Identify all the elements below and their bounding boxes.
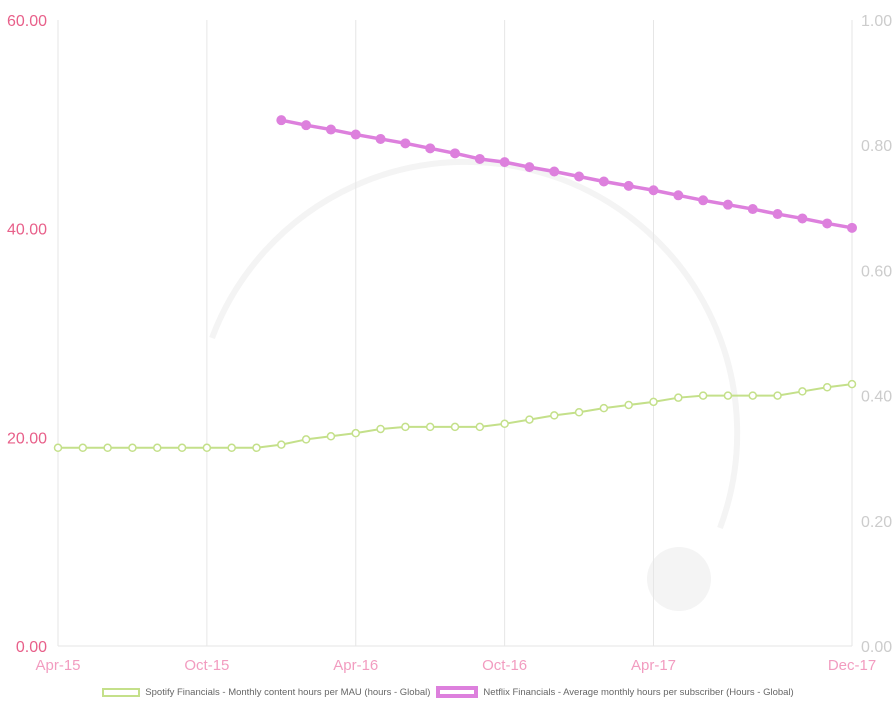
data-point-spotify: [574, 408, 584, 417]
legend-label-spotify: Spotify Financials - Monthly content hou…: [145, 686, 431, 698]
data-point-spotify: [822, 383, 832, 392]
data-point-netflix: [822, 218, 833, 229]
data-point-netflix: [499, 157, 510, 168]
right-y-tick-label: 0.00: [861, 639, 892, 656]
data-point-spotify: [674, 393, 683, 402]
data-point-spotify: [227, 443, 236, 453]
data-point-spotify: [450, 422, 460, 432]
left-y-tick-label: 20.00: [7, 430, 47, 447]
legend-item-spotify[interactable]: Spotify Financials - Monthly content hou…: [102, 687, 430, 698]
data-point-netflix: [797, 213, 808, 224]
data-point-spotify: [153, 443, 162, 453]
right-y-tick-label: 0.80: [861, 138, 892, 155]
watermark-arc: [209, 158, 741, 530]
data-point-netflix: [524, 162, 535, 173]
data-point-netflix: [301, 120, 312, 131]
data-point-netflix: [425, 143, 436, 154]
left-y-tick-label: 40.00: [7, 222, 47, 239]
data-point-spotify: [53, 443, 63, 453]
watermark-logo: [209, 158, 741, 611]
data-point-spotify: [103, 443, 112, 453]
data-point-spotify: [376, 424, 385, 434]
legend-swatch-spotify: [102, 687, 141, 697]
data-point-netflix: [350, 129, 361, 140]
data-point-spotify: [748, 391, 757, 400]
left-y-axis: 60.00 40.00 20.00 0.00: [7, 13, 47, 656]
data-point-spotify: [475, 422, 485, 432]
data-point-spotify: [773, 391, 782, 400]
data-point-spotify: [277, 440, 286, 449]
data-point-netflix: [847, 222, 857, 233]
data-point-spotify: [550, 411, 559, 420]
legend-label-netflix: Netflix Financials - Average monthly hou…: [483, 686, 794, 698]
data-point-spotify: [425, 422, 435, 432]
data-point-spotify: [252, 443, 261, 453]
watermark-dot: [647, 547, 711, 611]
legend-swatch-netflix: [436, 686, 479, 698]
x-tick-label: Oct-15: [184, 657, 229, 674]
legend: Spotify Financials - Monthly content hou…: [0, 686, 896, 698]
data-point-netflix: [450, 148, 460, 159]
data-point-spotify: [847, 379, 857, 389]
x-tick-label: Dec-17: [828, 657, 876, 674]
left-y-tick-label: 60.00: [7, 13, 47, 30]
right-y-tick-label: 0.40: [861, 389, 892, 406]
right-y-axis: 1.00 0.80 0.60 0.40 0.20 0.00: [861, 13, 892, 656]
data-point-spotify: [599, 403, 609, 413]
data-point-netflix: [598, 176, 609, 187]
data-point-netflix: [549, 166, 560, 177]
data-point-netflix: [375, 133, 386, 144]
data-point-netflix: [648, 185, 659, 196]
data-point-spotify: [301, 435, 311, 444]
data-point-spotify: [78, 443, 88, 453]
data-point-netflix: [722, 199, 733, 210]
legend-item-netflix[interactable]: Netflix Financials - Average monthly hou…: [436, 686, 794, 698]
data-point-netflix: [574, 171, 585, 182]
x-tick-label: Apr-15: [35, 657, 80, 674]
series-group: [53, 115, 857, 453]
data-point-spotify: [401, 422, 410, 432]
data-point-spotify: [798, 387, 807, 396]
data-point-netflix: [325, 124, 336, 135]
right-y-tick-label: 1.00: [861, 13, 892, 30]
data-point-spotify: [500, 419, 509, 429]
right-y-tick-label: 0.60: [861, 263, 892, 280]
x-tick-label: Oct-16: [482, 657, 527, 674]
line-chart: 60.00 40.00 20.00 0.00 1.00 0.80 0.60 0.40 0.20…: [7, 13, 892, 674]
data-point-netflix: [400, 138, 411, 149]
data-point-netflix: [276, 115, 287, 126]
data-point-spotify: [326, 432, 336, 441]
data-point-spotify: [202, 443, 212, 453]
series-line-netflix: [280, 118, 853, 230]
data-point-netflix: [623, 180, 634, 191]
data-point-netflix: [698, 195, 709, 206]
data-point-spotify: [649, 397, 658, 407]
data-point-spotify: [698, 391, 708, 400]
right-y-tick-label: 0.20: [861, 514, 892, 531]
data-point-spotify: [128, 443, 137, 453]
left-y-tick-label: 0.00: [16, 639, 47, 656]
gridlines: [57, 20, 853, 647]
x-tick-label: Apr-17: [631, 657, 676, 674]
data-point-spotify: [525, 415, 534, 424]
x-axis: Apr-15 Oct-15 Apr-16 Oct-16 Apr-17 Dec-17: [35, 657, 876, 674]
data-point-spotify: [351, 428, 360, 438]
data-point-netflix: [747, 204, 758, 215]
data-point-spotify: [177, 443, 187, 453]
data-point-netflix: [474, 153, 485, 164]
data-point-spotify: [723, 391, 733, 400]
data-point-netflix: [772, 209, 783, 220]
x-tick-label: Apr-16: [333, 657, 378, 674]
data-point-netflix: [673, 190, 684, 201]
data-point-spotify: [624, 400, 633, 410]
